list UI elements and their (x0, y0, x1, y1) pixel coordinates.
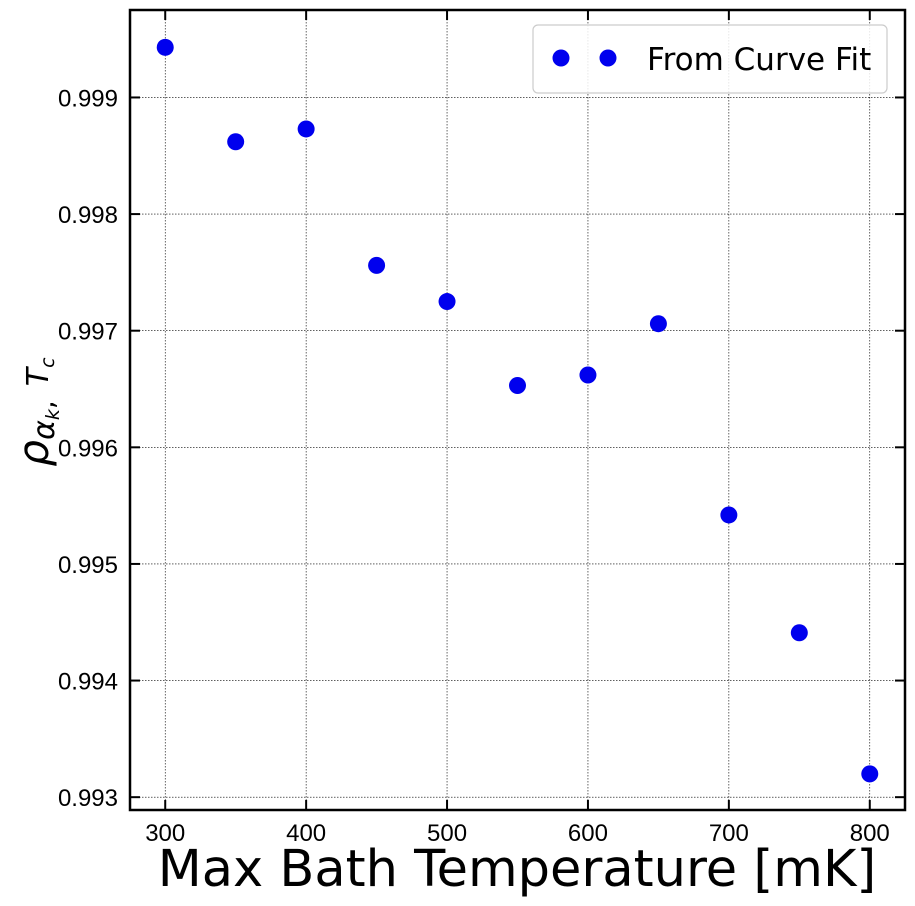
y-axis-title: ραk, Tc (9, 357, 64, 467)
svg-text:ραk,Tc: ραk, Tc (9, 357, 64, 467)
data-point (297, 120, 315, 138)
x-tick-labels: 300 400 500 600 700 800 (145, 820, 890, 847)
y-tick-labels: 0.993 0.994 0.995 0.996 0.997 0.998 0.999 (58, 85, 118, 812)
y-axis-title-comma: , (28, 400, 61, 409)
y-tick-label: 0.994 (58, 669, 118, 696)
data-point (509, 377, 526, 395)
x-tick-label: 300 (145, 820, 185, 847)
y-axis-title-alpha-sub: k (42, 408, 64, 420)
legend-label: From Curve Fit (647, 42, 871, 78)
data-point (861, 765, 879, 783)
y-tick-label: 0.999 (58, 85, 118, 112)
y-tick-label: 0.996 (58, 435, 118, 462)
y-axis-title-rho: ρ (9, 440, 58, 467)
data-point (368, 256, 386, 274)
grid-lines (130, 10, 905, 810)
y-axis-title-alpha: α (27, 420, 62, 440)
legend-marker (599, 49, 617, 67)
y-tick-label: 0.998 (58, 202, 118, 229)
y-tick-label: 0.997 (58, 319, 118, 346)
axis-ticks (130, 10, 905, 810)
y-axis-title-T: T (21, 365, 56, 386)
x-tick-label: 500 (427, 820, 467, 847)
data-point (579, 366, 597, 384)
data-point (227, 133, 245, 151)
data-point (720, 506, 738, 524)
data-point (156, 38, 174, 56)
data-point (649, 315, 667, 333)
y-tick-label: 0.993 (58, 785, 118, 812)
data-point (438, 293, 456, 311)
x-tick-label: 700 (709, 820, 749, 847)
x-tick-label: 600 (568, 820, 608, 847)
data-point (790, 624, 808, 642)
y-tick-label: 0.995 (58, 552, 118, 579)
data-points (156, 38, 879, 783)
legend-box (532, 24, 888, 94)
legend-marker (552, 49, 570, 67)
x-tick-label: 800 (850, 820, 890, 847)
plot-frame (128, 8, 907, 812)
legend: From Curve Fit (532, 24, 888, 94)
y-axis-title-T-sub: c (37, 357, 59, 368)
x-axis-title: Max Bath Temperature [mK] (158, 840, 877, 899)
x-tick-label: 400 (286, 820, 326, 847)
